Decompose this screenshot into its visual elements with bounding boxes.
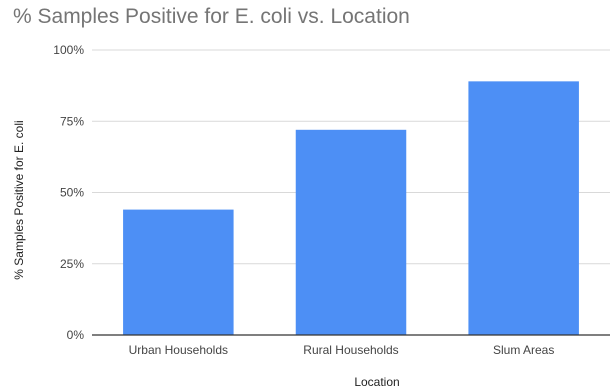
y-tick-label: 100%	[53, 43, 84, 57]
bar	[123, 209, 234, 335]
y-axis-title: % Samples Positive for E. coli	[12, 120, 26, 279]
x-tick-label: Rural Households	[303, 343, 398, 357]
y-tick-label: 0%	[67, 328, 85, 342]
chart-title: % Samples Positive for E. coli vs. Locat…	[13, 5, 410, 28]
x-axis-title: Location	[354, 375, 399, 389]
x-tick-label: Urban Households	[129, 343, 228, 357]
bar	[468, 81, 579, 335]
bar	[295, 129, 407, 335]
tick-labels: 0% 25% 50% 75% 100% Urban Households Rural Hou…	[53, 43, 554, 357]
y-tick-label: 50%	[60, 186, 84, 200]
bars	[123, 81, 579, 335]
y-tick-label: 25%	[60, 257, 84, 271]
x-tick-label: Slum Areas	[493, 343, 554, 357]
y-tick-label: 75%	[60, 114, 84, 128]
